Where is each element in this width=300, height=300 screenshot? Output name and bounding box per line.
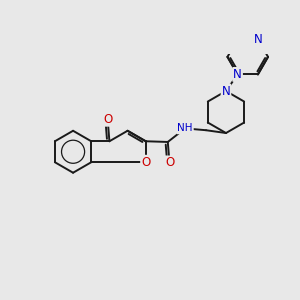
Text: O: O bbox=[103, 113, 112, 126]
Text: NH: NH bbox=[177, 123, 193, 134]
Text: N: N bbox=[233, 68, 242, 81]
Text: O: O bbox=[141, 156, 150, 169]
Text: N: N bbox=[222, 85, 230, 98]
Text: O: O bbox=[165, 156, 174, 170]
Text: N: N bbox=[254, 33, 262, 46]
